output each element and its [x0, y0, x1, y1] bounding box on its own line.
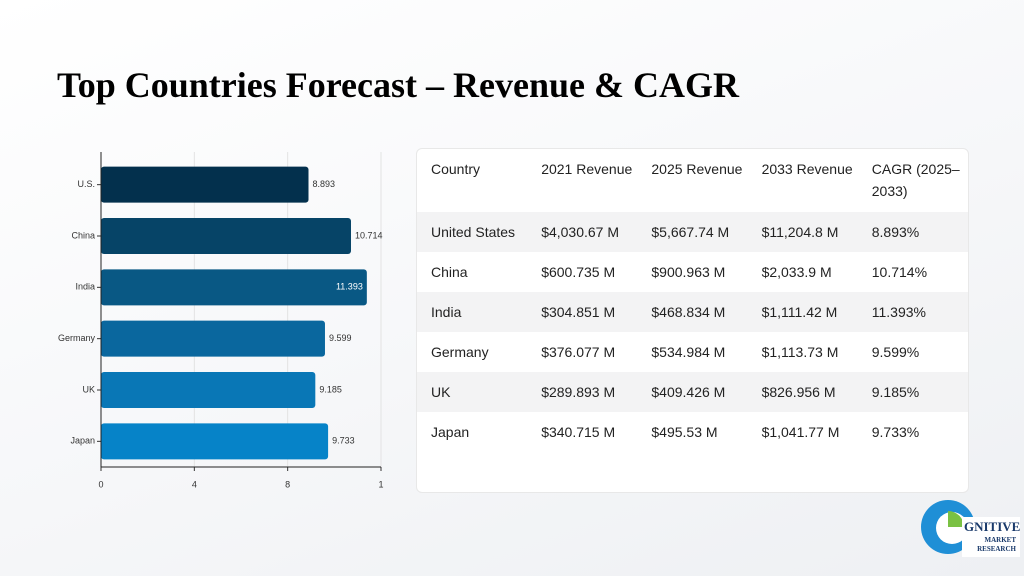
table-row: United States $4,030.67 M $5,667.74 M $11,2…: [417, 212, 968, 252]
logo-name: GNITIVE: [964, 519, 1020, 534]
table-cell: $304.851 M: [527, 292, 638, 332]
value-label: 8.893: [313, 179, 336, 189]
header-cell: Country: [431, 161, 481, 177]
table-cell: $900.963 M: [651, 264, 726, 280]
header-cell: CAGR (2025–2033): [871, 161, 960, 199]
x-tick-label: 8: [285, 479, 290, 489]
table-row: India $304.851 M $468.834 M $1,111.42 M 11.3…: [417, 292, 968, 332]
x-tick-label: 4: [192, 479, 197, 489]
table-cell: 11.393%: [857, 292, 968, 332]
header-cell: 2021 Revenue: [541, 161, 633, 177]
table-cell: $340.715 M: [541, 424, 616, 440]
table-cell: $289.893 M: [527, 372, 638, 412]
table-cell: 8.893%: [857, 212, 968, 252]
bar: [101, 423, 329, 460]
value-label: 9.599: [329, 333, 352, 343]
table-cell: $2,033.9 M: [761, 264, 832, 280]
table-cell: $826.956 M: [747, 372, 858, 412]
table-cell: India: [417, 292, 528, 332]
logo-bg: [962, 517, 1020, 557]
table-cell: $5,667.74 M: [637, 212, 748, 252]
slide-title: Top Countries Forecast – Revenue & CAGR: [57, 65, 739, 105]
logo-line: RESEARCH: [977, 545, 1016, 553]
y-tick-label: UK: [82, 384, 95, 394]
table-cell: $1,111.42 M: [747, 292, 858, 332]
table-card: Country 2021 Revenue 2025 Revenue 2033 Reve…: [416, 148, 969, 493]
table-cell: Japan: [431, 424, 470, 440]
logo: GNITIVE MARKET RESEARCH: [921, 500, 1020, 557]
x-tick-label: 1: [378, 479, 383, 489]
y-tick-label: China: [71, 230, 95, 240]
table-cell: $409.426 M: [637, 372, 748, 412]
table-cell: China: [431, 264, 468, 280]
bar: [101, 372, 316, 408]
x-tick-label: 0: [98, 479, 103, 489]
table-cell: $1,041.77 M: [761, 424, 840, 440]
table-cell: $376.077 M: [541, 344, 616, 360]
table: Country 2021 Revenue 2025 Revenue 2033 Reve…: [417, 149, 968, 452]
table-cell: UK: [417, 372, 528, 412]
table-cell: $600.735 M: [541, 264, 616, 280]
chart: 0 4 8 1 U.S. 8.893 China 10.714 India 11.393 Germa…: [58, 152, 384, 489]
header-cell: 2033 Revenue: [761, 161, 853, 177]
table-row: UK $289.893 M $409.426 M $826.956 M 9.185%: [417, 372, 968, 412]
table-cell: 9.599%: [871, 344, 920, 360]
table-header: Country 2021 Revenue 2025 Revenue 2033 Reve…: [417, 149, 968, 212]
bar: [101, 218, 351, 254]
value-label: 10.714: [355, 230, 383, 240]
table-cell: 9.733%: [871, 424, 920, 440]
y-tick-label: India: [75, 282, 95, 292]
logo-pie: [948, 511, 964, 527]
table-row: Germany $376.077 M $534.984 M $1,113.73 M 9.…: [417, 332, 968, 372]
value-label: 9.733: [332, 436, 355, 446]
header-cell: 2025 Revenue: [651, 161, 743, 177]
table-cell: United States: [417, 212, 528, 252]
table-cell: $534.984 M: [651, 344, 726, 360]
table-cell: $4,030.67 M: [527, 212, 638, 252]
table-cell: $468.834 M: [637, 292, 748, 332]
table-cell: Germany: [431, 344, 489, 360]
bar: [101, 166, 309, 203]
table-row: Japan $340.715 M $495.53 M $1,041.77 M 9.733…: [417, 412, 968, 452]
value-label: 9.185: [319, 384, 342, 394]
y-tick-label: Japan: [70, 436, 95, 446]
bar: [101, 320, 325, 357]
table-cell: $495.53 M: [651, 424, 718, 440]
y-tick-label: U.S.: [77, 179, 95, 189]
value-label: 11.393: [336, 282, 363, 292]
logo-line: MARKET: [985, 536, 1017, 544]
table-cell: $11,204.8 M: [747, 212, 858, 252]
bar: [101, 269, 367, 306]
table-cell: $1,113.73 M: [761, 344, 839, 360]
table-cell: 10.714%: [871, 264, 928, 280]
y-tick-label: Germany: [58, 333, 96, 343]
table-cell: 9.185%: [857, 372, 968, 412]
table-row: China $600.735 M $900.963 M $2,033.9 M 10.71…: [417, 252, 968, 292]
